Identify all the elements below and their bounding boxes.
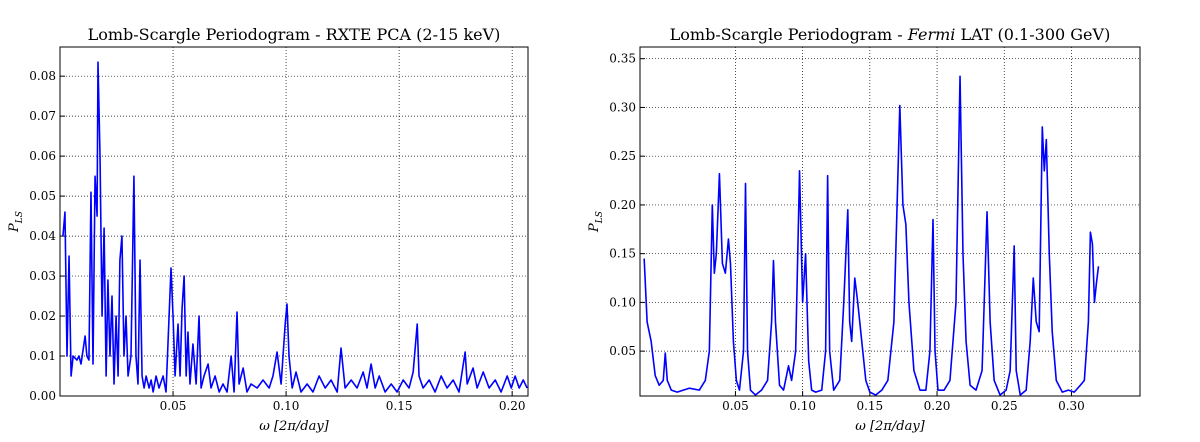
y-tick-label: 0.35 bbox=[609, 52, 636, 66]
y-tick-label: 0.04 bbox=[29, 229, 56, 243]
x-tick-label: 0.15 bbox=[386, 399, 413, 413]
y-tick-label: 0.08 bbox=[29, 69, 56, 83]
y-axis-label: PLS bbox=[587, 211, 605, 233]
title-part: Fermi bbox=[907, 25, 956, 44]
series-line bbox=[643, 75, 1100, 396]
y-tick-label: 0.03 bbox=[29, 269, 56, 283]
series-line bbox=[62, 61, 528, 393]
title-part: Lomb-Scargle Periodogram - bbox=[670, 25, 908, 44]
y-label-sub: LS bbox=[595, 211, 605, 224]
y-tick-label: 0.07 bbox=[29, 109, 56, 123]
x-tick-label: 0.10 bbox=[273, 399, 300, 413]
x-tick-label: 0.20 bbox=[924, 399, 951, 413]
y-axis-label: PLS bbox=[7, 211, 25, 233]
y-tick-label: 0.05 bbox=[29, 189, 56, 203]
panel: 0.05 0.10 0.15 0.20 0.25 0.30 0.05 0.10 0.15 0.20… bbox=[587, 25, 1141, 434]
y-label-sub: LS bbox=[15, 211, 25, 224]
x-tick-label: 0.05 bbox=[722, 399, 749, 413]
x-tick-label: 0.30 bbox=[1058, 399, 1085, 413]
panel: 0.05 0.10 0.15 0.20 0.00 0.01 0.02 0.03 0.04 0.05… bbox=[7, 25, 529, 434]
plot-frame bbox=[639, 46, 1141, 397]
plot-area bbox=[643, 75, 1100, 396]
y-tick-label: 0.02 bbox=[29, 309, 56, 323]
y-tick-label: 0.20 bbox=[609, 198, 636, 212]
x-tick-label: 0.10 bbox=[789, 399, 816, 413]
x-axis-label: ω [2π/day] bbox=[855, 419, 925, 434]
plot-frame bbox=[59, 46, 529, 397]
chart-title: Lomb-Scargle Periodogram - RXTE PCA (2-1… bbox=[88, 25, 501, 44]
x-tick-label: 0.05 bbox=[160, 399, 187, 413]
y-label-main: P bbox=[587, 223, 602, 233]
y-tick-label: 0.06 bbox=[29, 149, 56, 163]
x-tick-label: 0.20 bbox=[499, 399, 526, 413]
x-tick-label: 0.15 bbox=[856, 399, 883, 413]
y-label-main: P bbox=[7, 223, 22, 233]
y-tick-label: 0.15 bbox=[609, 247, 636, 261]
y-tick-label: 0.00 bbox=[29, 389, 56, 403]
y-tick-label: 0.10 bbox=[609, 295, 636, 309]
chart-title: Lomb-Scargle Periodogram - Fermi LAT (0.… bbox=[670, 25, 1111, 44]
x-axis-label: ω [2π/day] bbox=[259, 419, 329, 434]
y-tick-label: 0.30 bbox=[609, 100, 636, 114]
y-tick-label: 0.05 bbox=[609, 344, 636, 358]
title-part: LAT (0.1-300 GeV) bbox=[955, 25, 1110, 44]
plot-area bbox=[62, 61, 528, 393]
y-tick-label: 0.25 bbox=[609, 149, 636, 163]
x-tick-label: 0.25 bbox=[991, 399, 1018, 413]
y-tick-label: 0.01 bbox=[29, 349, 56, 363]
